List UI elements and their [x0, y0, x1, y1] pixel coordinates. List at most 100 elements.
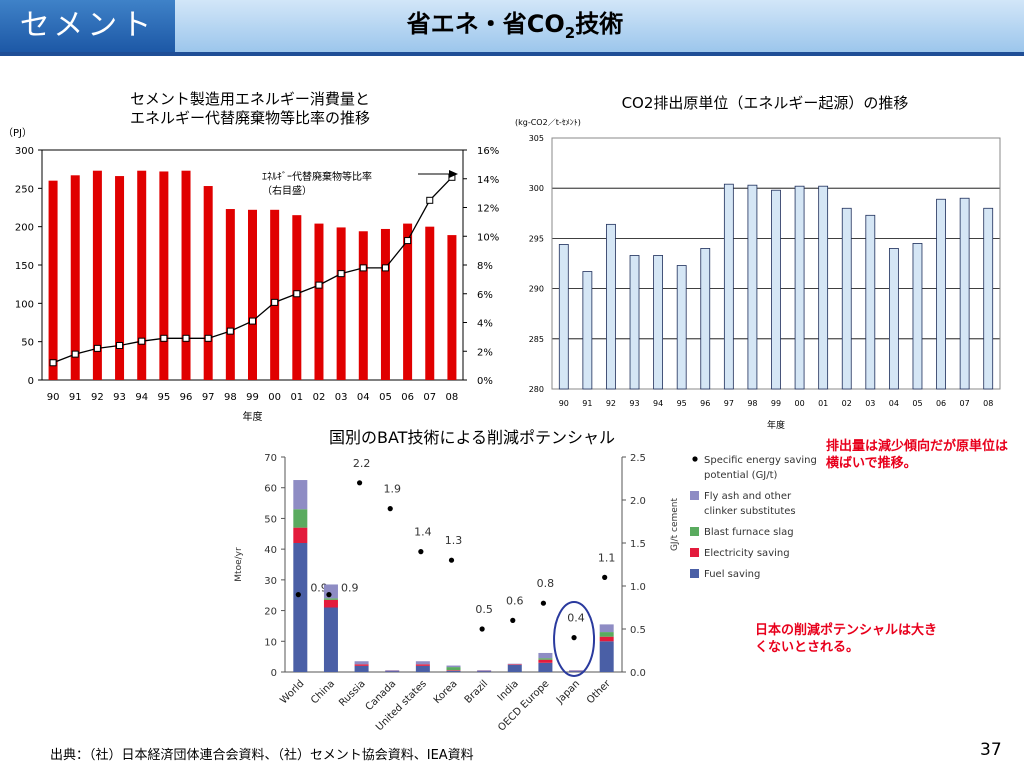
- legend-swatch-2: [690, 548, 699, 557]
- bar-other-seg1: [599, 636, 614, 642]
- x-tick-label: 08: [983, 399, 993, 408]
- co2-bar-04: [888, 248, 899, 390]
- energy-bar-97: [203, 186, 213, 380]
- x-tick-label: 07: [423, 392, 436, 403]
- co2-bar-05: [912, 243, 923, 390]
- legend-swatch-1: [690, 527, 699, 536]
- x-tick-label: 99: [771, 399, 781, 408]
- bar-oecd-europe-seg0: [538, 662, 553, 672]
- x-tick-label: 92: [606, 399, 616, 408]
- energy-bar-01: [292, 215, 302, 380]
- point-label: 0.6: [506, 594, 523, 607]
- x-tick-label: India: [496, 678, 521, 703]
- co2-bar-99: [771, 189, 781, 390]
- energy-bar-08: [447, 235, 457, 380]
- energy-bar-91: [70, 175, 80, 380]
- bar-canada-seg3: [385, 670, 400, 671]
- energy-point-canada: [387, 506, 393, 512]
- co2-bar-93: [629, 255, 640, 390]
- x-tick-label: 94: [135, 392, 148, 403]
- energy-point-russia: [356, 480, 363, 486]
- y-tick-label: 70: [264, 453, 277, 464]
- y2-tick-label: 16%: [477, 146, 499, 157]
- ratio-point-97: [204, 334, 212, 342]
- energy-point-korea: [448, 557, 455, 563]
- legend-label-specific-1: Specific energy saving: [704, 455, 817, 466]
- bar-united-states-seg3: [415, 661, 430, 665]
- x-tick-label: 93: [629, 399, 639, 408]
- y2-tick-label: 14%: [477, 175, 499, 186]
- co2-bar-98: [747, 184, 758, 390]
- bar-world-seg1: [293, 527, 308, 543]
- y-tick-label: 290: [529, 285, 544, 294]
- chart1-energy-consumption: （PJ）0501001502002503000%2%4%6%8%10%12%14…: [3, 127, 499, 423]
- chart1-title: セメント製造用エネルギー消費量と エネルギー代替廃棄物等比率の推移: [55, 90, 445, 128]
- annotation-line2: （右目盛）: [262, 184, 312, 197]
- ratio-point-93: [116, 342, 124, 349]
- y2-tick-label: 4%: [477, 319, 493, 330]
- energy-point-brazil: [479, 626, 485, 632]
- note-emissions-trend: 排出量は減少傾向だが原単位は横ばいで推移。: [826, 439, 1009, 471]
- x-tick-label: 02: [313, 392, 326, 403]
- x-tick-label: China: [309, 678, 337, 706]
- ratio-point-06: [404, 237, 412, 245]
- point-label: 0.9: [341, 582, 359, 595]
- y2-tick-label: 10%: [477, 232, 499, 243]
- chart3-title: 国別のBAT技術による削減ポテンシャル: [329, 428, 615, 447]
- y-tick-label: 285: [529, 335, 544, 344]
- ratio-point-03: [337, 270, 345, 278]
- energy-point-world: [295, 592, 301, 598]
- energy-bar-95: [159, 171, 169, 380]
- y-tick-label: 200: [15, 223, 34, 234]
- energy-bar-93: [115, 176, 125, 380]
- bar-other-seg0: [599, 641, 614, 672]
- ratio-point-91: [71, 350, 79, 358]
- x-tick-label: 98: [747, 399, 757, 408]
- x-axis-label: 年度: [243, 410, 263, 423]
- legend-swatch-specific: [692, 456, 698, 462]
- ratio-point-94: [138, 337, 146, 345]
- energy-point-united-states: [418, 549, 424, 555]
- ratio-point-99: [249, 317, 256, 325]
- x-axis-label: 年度: [767, 419, 785, 431]
- co2-bar-94: [653, 255, 664, 390]
- y-axis-label: Mtoe/yr: [234, 547, 244, 582]
- y2-tick-label: 0.5: [630, 625, 646, 636]
- point-label: 0.8: [537, 577, 555, 590]
- bar-china-seg2: [323, 598, 338, 600]
- energy-bar-99: [248, 209, 257, 380]
- y-tick-label: 40: [264, 545, 277, 556]
- energy-bar-02: [314, 223, 324, 380]
- co2-bar-91: [582, 271, 593, 390]
- x-tick-label: 04: [357, 392, 370, 403]
- ratio-point-92: [93, 344, 101, 352]
- energy-bar-03: [336, 227, 346, 380]
- x-tick-label: 97: [724, 399, 734, 408]
- page-number: 37: [980, 740, 1002, 760]
- y-tick-label: 0: [28, 376, 34, 387]
- x-tick-label: 00: [268, 392, 281, 403]
- x-tick-label: Brazil: [463, 678, 491, 706]
- co2-bar-92: [606, 223, 616, 390]
- x-tick-label: 06: [936, 399, 946, 408]
- y-tick-label: 20: [264, 607, 277, 618]
- x-tick-label: 91: [69, 392, 82, 403]
- point-label: 2.2: [353, 457, 371, 470]
- co2-bar-07: [959, 197, 970, 390]
- energy-point-japan: [571, 635, 577, 641]
- energy-point-india: [510, 617, 516, 623]
- energy-bar-94: [137, 170, 147, 380]
- co2-bar-08: [983, 207, 994, 390]
- chart2-title: CO2排出原単位（エネルギー起源）の推移: [621, 94, 909, 112]
- x-tick-label: 94: [653, 399, 663, 408]
- x-tick-label: 97: [202, 392, 215, 403]
- co2-bar-00: [794, 185, 805, 390]
- bar-russia-seg3: [354, 661, 369, 665]
- x-tick-label: 98: [224, 392, 237, 403]
- ratio-point-04: [359, 264, 367, 272]
- y2-axis-label: GJ/t cement: [670, 497, 680, 551]
- ratio-point-95: [160, 334, 168, 342]
- bar-oecd-europe-seg1: [538, 659, 553, 663]
- energy-bar-96: [181, 170, 191, 380]
- y-axis-label: (kg-CO2／t-ｾﾒﾝﾄ): [515, 118, 581, 127]
